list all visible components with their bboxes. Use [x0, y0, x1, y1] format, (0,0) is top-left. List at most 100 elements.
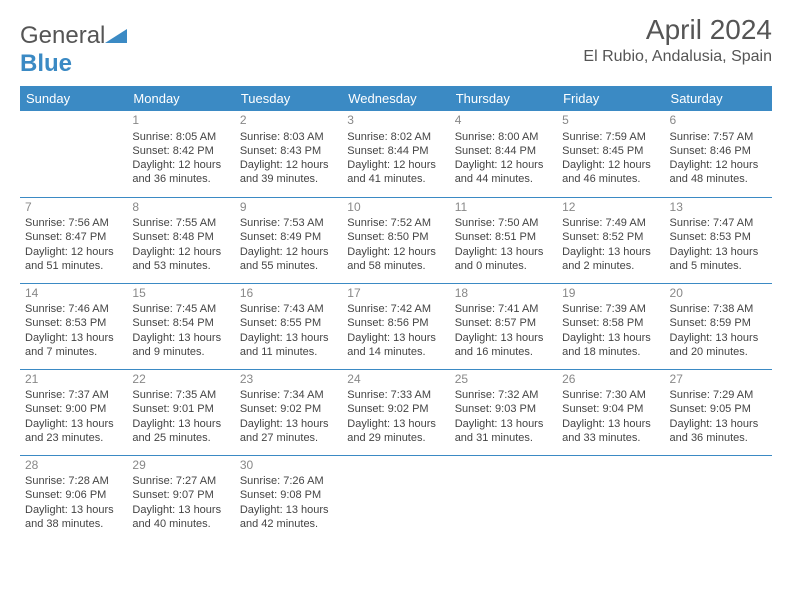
calendar-cell: 28Sunrise: 7:28 AMSunset: 9:06 PMDayligh… — [20, 455, 127, 541]
sunset-line: Sunset: 8:55 PM — [240, 316, 337, 330]
sunrise-line: Sunrise: 7:53 AM — [240, 216, 337, 230]
sunset-line: Sunset: 9:02 PM — [347, 402, 444, 416]
sunset-line: Sunset: 8:48 PM — [132, 230, 229, 244]
calendar-cell: 6Sunrise: 7:57 AMSunset: 8:46 PMDaylight… — [665, 111, 772, 197]
sunrise-line: Sunrise: 7:28 AM — [25, 474, 122, 488]
sunrise-line: Sunrise: 7:47 AM — [670, 216, 767, 230]
day-number: 19 — [562, 286, 659, 302]
sunrise-line: Sunrise: 7:41 AM — [455, 302, 552, 316]
day-number: 7 — [25, 200, 122, 216]
calendar-cell: 5Sunrise: 7:59 AMSunset: 8:45 PMDaylight… — [557, 111, 664, 197]
day-number: 27 — [670, 372, 767, 388]
calendar-cell: 3Sunrise: 8:02 AMSunset: 8:44 PMDaylight… — [342, 111, 449, 197]
daylight-line: Daylight: 13 hours and 29 minutes. — [347, 417, 444, 446]
daylight-line: Daylight: 13 hours and 0 minutes. — [455, 245, 552, 274]
sunrise-line: Sunrise: 7:39 AM — [562, 302, 659, 316]
calendar-cell: 2Sunrise: 8:03 AMSunset: 8:43 PMDaylight… — [235, 111, 342, 197]
calendar-cell-empty — [665, 455, 772, 541]
calendar-row: 21Sunrise: 7:37 AMSunset: 9:00 PMDayligh… — [20, 369, 772, 455]
calendar-cell: 22Sunrise: 7:35 AMSunset: 9:01 PMDayligh… — [127, 369, 234, 455]
calendar-cell: 1Sunrise: 8:05 AMSunset: 8:42 PMDaylight… — [127, 111, 234, 197]
logo-text: GeneralBlue — [20, 22, 127, 78]
day-header: Tuesday — [235, 86, 342, 111]
sunrise-line: Sunrise: 7:45 AM — [132, 302, 229, 316]
daylight-line: Daylight: 13 hours and 14 minutes. — [347, 331, 444, 360]
calendar-cell-empty — [20, 111, 127, 197]
sunset-line: Sunset: 8:54 PM — [132, 316, 229, 330]
sunset-line: Sunset: 8:43 PM — [240, 144, 337, 158]
sunset-line: Sunset: 8:53 PM — [670, 230, 767, 244]
sunrise-line: Sunrise: 7:43 AM — [240, 302, 337, 316]
sunset-line: Sunset: 8:52 PM — [562, 230, 659, 244]
day-number: 3 — [347, 113, 444, 129]
sunrise-line: Sunrise: 7:35 AM — [132, 388, 229, 402]
sunset-line: Sunset: 9:04 PM — [562, 402, 659, 416]
sunset-line: Sunset: 8:46 PM — [670, 144, 767, 158]
calendar-row: 28Sunrise: 7:28 AMSunset: 9:06 PMDayligh… — [20, 455, 772, 541]
sunrise-line: Sunrise: 7:38 AM — [670, 302, 767, 316]
sunrise-line: Sunrise: 8:00 AM — [455, 130, 552, 144]
sunrise-line: Sunrise: 7:32 AM — [455, 388, 552, 402]
daylight-line: Daylight: 13 hours and 27 minutes. — [240, 417, 337, 446]
calendar-cell-empty — [342, 455, 449, 541]
day-header: Sunday — [20, 86, 127, 111]
sunset-line: Sunset: 8:56 PM — [347, 316, 444, 330]
sunset-line: Sunset: 8:44 PM — [455, 144, 552, 158]
sunset-line: Sunset: 9:02 PM — [240, 402, 337, 416]
daylight-line: Daylight: 12 hours and 55 minutes. — [240, 245, 337, 274]
daylight-line: Daylight: 13 hours and 31 minutes. — [455, 417, 552, 446]
day-header: Wednesday — [342, 86, 449, 111]
sunrise-line: Sunrise: 7:34 AM — [240, 388, 337, 402]
daylight-line: Daylight: 12 hours and 46 minutes. — [562, 158, 659, 187]
sunrise-line: Sunrise: 7:26 AM — [240, 474, 337, 488]
day-number: 17 — [347, 286, 444, 302]
calendar-cell: 17Sunrise: 7:42 AMSunset: 8:56 PMDayligh… — [342, 283, 449, 369]
sunset-line: Sunset: 9:07 PM — [132, 488, 229, 502]
month-title: April 2024 — [583, 14, 772, 46]
day-number: 20 — [670, 286, 767, 302]
day-number: 6 — [670, 113, 767, 129]
sunrise-line: Sunrise: 7:55 AM — [132, 216, 229, 230]
calendar-cell: 8Sunrise: 7:55 AMSunset: 8:48 PMDaylight… — [127, 197, 234, 283]
day-number: 15 — [132, 286, 229, 302]
sunrise-line: Sunrise: 7:46 AM — [25, 302, 122, 316]
calendar-cell: 25Sunrise: 7:32 AMSunset: 9:03 PMDayligh… — [450, 369, 557, 455]
calendar-cell-empty — [557, 455, 664, 541]
sunset-line: Sunset: 8:42 PM — [132, 144, 229, 158]
calendar-cell: 10Sunrise: 7:52 AMSunset: 8:50 PMDayligh… — [342, 197, 449, 283]
logo: GeneralBlue — [20, 14, 127, 78]
day-number: 5 — [562, 113, 659, 129]
sunrise-line: Sunrise: 7:29 AM — [670, 388, 767, 402]
daylight-line: Daylight: 13 hours and 25 minutes. — [132, 417, 229, 446]
day-number: 24 — [347, 372, 444, 388]
calendar-cell: 30Sunrise: 7:26 AMSunset: 9:08 PMDayligh… — [235, 455, 342, 541]
sunset-line: Sunset: 8:57 PM — [455, 316, 552, 330]
day-number: 22 — [132, 372, 229, 388]
calendar-head: SundayMondayTuesdayWednesdayThursdayFrid… — [20, 86, 772, 111]
daylight-line: Daylight: 12 hours and 41 minutes. — [347, 158, 444, 187]
sunrise-line: Sunrise: 7:30 AM — [562, 388, 659, 402]
day-number: 26 — [562, 372, 659, 388]
calendar-cell: 21Sunrise: 7:37 AMSunset: 9:00 PMDayligh… — [20, 369, 127, 455]
calendar-row: 7Sunrise: 7:56 AMSunset: 8:47 PMDaylight… — [20, 197, 772, 283]
day-number: 12 — [562, 200, 659, 216]
logo-text-gray: General — [20, 22, 105, 49]
daylight-line: Daylight: 13 hours and 20 minutes. — [670, 331, 767, 360]
sunset-line: Sunset: 8:50 PM — [347, 230, 444, 244]
day-number: 23 — [240, 372, 337, 388]
day-number: 18 — [455, 286, 552, 302]
daylight-line: Daylight: 12 hours and 53 minutes. — [132, 245, 229, 274]
calendar-cell: 24Sunrise: 7:33 AMSunset: 9:02 PMDayligh… — [342, 369, 449, 455]
calendar-cell: 15Sunrise: 7:45 AMSunset: 8:54 PMDayligh… — [127, 283, 234, 369]
sunset-line: Sunset: 9:01 PM — [132, 402, 229, 416]
sunrise-line: Sunrise: 7:49 AM — [562, 216, 659, 230]
day-header-row: SundayMondayTuesdayWednesdayThursdayFrid… — [20, 86, 772, 111]
calendar-cell: 26Sunrise: 7:30 AMSunset: 9:04 PMDayligh… — [557, 369, 664, 455]
day-header: Thursday — [450, 86, 557, 111]
sunrise-line: Sunrise: 7:56 AM — [25, 216, 122, 230]
daylight-line: Daylight: 13 hours and 23 minutes. — [25, 417, 122, 446]
day-number: 21 — [25, 372, 122, 388]
logo-text-blue: Blue — [20, 50, 72, 77]
calendar-cell: 11Sunrise: 7:50 AMSunset: 8:51 PMDayligh… — [450, 197, 557, 283]
daylight-line: Daylight: 13 hours and 18 minutes. — [562, 331, 659, 360]
